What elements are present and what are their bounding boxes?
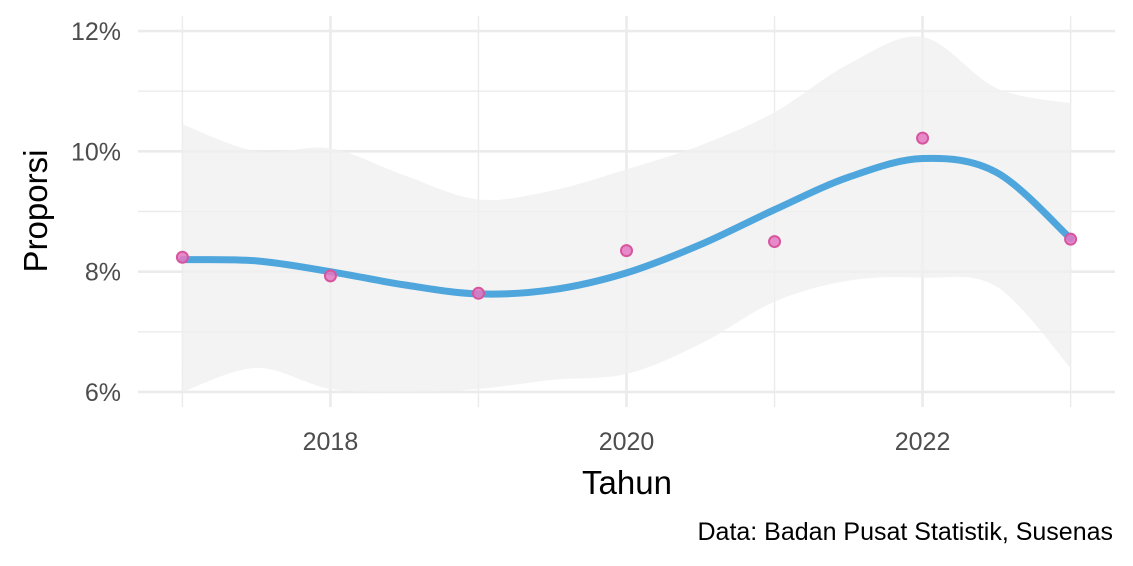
caption: Data: Badan Pusat Statistik, Susenas <box>697 518 1113 546</box>
data-point <box>916 131 930 145</box>
data-point <box>323 269 337 283</box>
x-tick-label: 2018 <box>303 428 359 456</box>
y-tick-label: 6% <box>85 379 121 407</box>
data-point <box>175 250 189 264</box>
x-tick-label: 2022 <box>895 428 951 456</box>
confidence-ribbon <box>182 36 1071 393</box>
data-point <box>768 235 782 249</box>
data-point <box>1064 232 1078 246</box>
data-point <box>620 244 633 258</box>
x-axis-ticks: 2018 2020 2022 <box>303 428 951 456</box>
data-points <box>175 131 1078 300</box>
y-axis-label: Proporsi <box>17 150 54 273</box>
y-tick-label: 8% <box>85 259 121 287</box>
x-axis-label: Tahun <box>582 464 672 501</box>
y-tick-label: 10% <box>71 138 121 166</box>
y-tick-label: 12% <box>71 18 121 46</box>
x-tick-label: 2020 <box>599 428 655 456</box>
data-point <box>471 286 485 300</box>
y-axis-ticks: 6% 8% 10% 12% <box>71 18 121 407</box>
